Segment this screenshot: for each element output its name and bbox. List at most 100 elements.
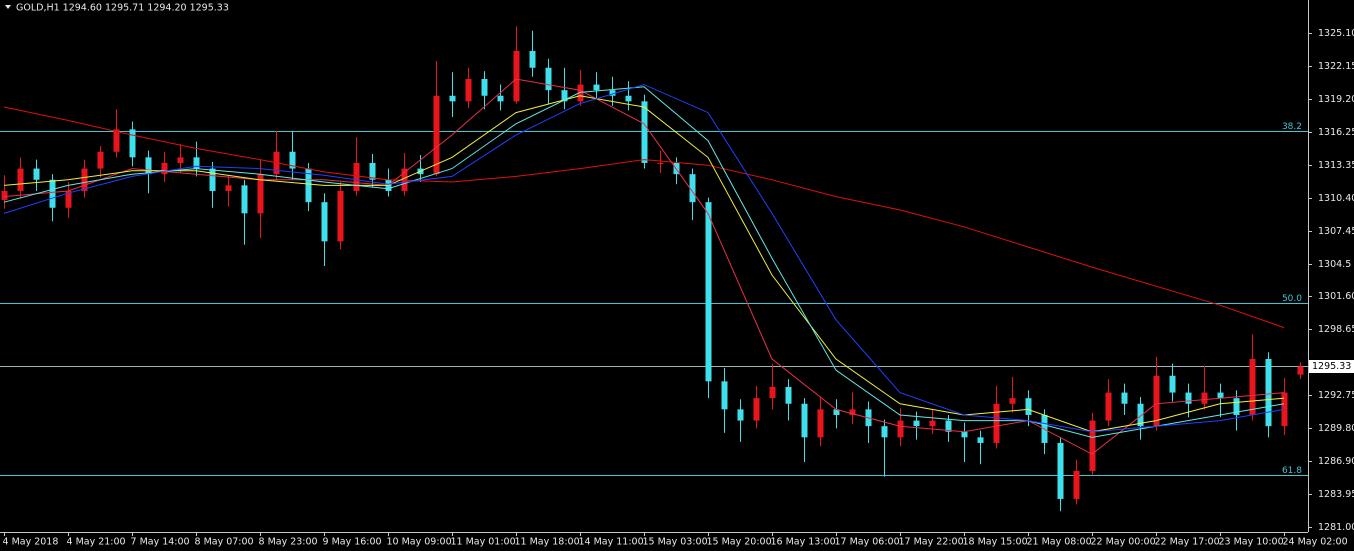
candle-body [97,151,104,169]
x-tick-label: 21 May 08:00 [1027,537,1092,548]
candle-body [289,151,296,169]
menu-triangle[interactable] [5,5,11,9]
candle-body [513,50,520,102]
candle-body [961,431,968,438]
x-tick-label: 10 May 09:00 [387,537,452,548]
candle-body [577,84,584,102]
candle-body [945,420,952,432]
x-tick-label: 14 May 11:00 [579,537,644,548]
candle-body [145,157,152,175]
candle-body [353,162,360,191]
x-tick-label: 8 May 07:00 [195,537,254,548]
candle-body [833,409,840,415]
candle-body [529,50,536,68]
candle-body [993,403,1000,443]
candle-body [881,426,888,438]
candle-body [1057,442,1064,499]
candle-body [449,95,456,102]
x-tick-label: 24 May 02:00 [1283,537,1348,548]
candle-body [609,90,616,96]
candle-body [897,420,904,438]
chart-title: GOLD,H1 1294.60 1295.71 1294.20 1295.33 [16,3,229,14]
y-tick-label: 1316.25 [1318,127,1354,138]
candle-body [641,101,648,163]
x-tick-label: 15 May 20:00 [707,537,772,548]
candle-body [49,179,56,208]
x-tick-label: 11 May 01:00 [451,537,516,548]
fib-level-label: 61.8 [1282,466,1302,476]
x-tick-label: 18 May 15:00 [963,537,1028,548]
candle-body [1105,392,1112,421]
candle-body [1281,392,1288,427]
y-tick-label: 1307.45 [1318,226,1354,237]
candle-body [337,190,344,242]
candle-body [33,168,40,180]
candle-body [401,168,408,191]
x-tick-label: 7 May 14:00 [131,537,190,548]
candle-body [705,202,712,382]
x-tick-label: 11 May 18:00 [515,537,580,548]
current-price-box [1309,360,1354,373]
candle-body [1233,398,1240,415]
candle-body [433,95,440,175]
x-tick-label: 23 May 10:00 [1219,537,1284,548]
fib-level-label: 50.0 [1282,294,1302,304]
candle-body [1249,358,1256,415]
y-tick-label: 1322.15 [1318,61,1354,72]
candle-body [737,409,744,421]
candle-body [657,162,664,164]
candle-body [1265,358,1272,427]
y-tick-label: 1325.10 [1318,28,1354,39]
candle-body [625,95,632,102]
y-tick-label: 1286.90 [1318,456,1354,467]
candle-body [1,190,8,200]
x-tick-label: 8 May 23:00 [259,537,318,548]
candle-body [753,398,760,421]
y-tick-label: 1289.80 [1318,423,1354,434]
moving-average [3,106,1285,329]
x-tick-label: 22 May 00:00 [1091,537,1156,548]
x-tick-label: 17 May 22:00 [899,537,964,548]
candle-body [129,129,136,158]
candle-body [561,90,568,102]
candle-body [545,67,552,91]
y-tick-label: 1283.95 [1318,489,1354,500]
y-tick-label: 1313.35 [1318,160,1354,171]
y-tick-label: 1319.20 [1318,94,1354,105]
x-tick-label: 15 May 03:00 [643,537,708,548]
candle-body [929,420,936,427]
moving-average [3,86,1285,438]
y-tick-label: 1310.40 [1318,193,1354,204]
candle-body [177,157,184,163]
candle-body [1025,398,1032,415]
candle-body [209,168,216,191]
candle-body [1009,398,1016,404]
candle-body [1185,392,1192,404]
candle-body [849,409,856,415]
candle-body [369,162,376,180]
x-tick-label: 22 May 17:00 [1155,537,1220,548]
candle-body [689,174,696,203]
moving-average [3,78,1285,455]
y-tick-label: 1301.60 [1318,291,1354,302]
candle-body [977,437,984,443]
candle-body [81,168,88,191]
candle-body [161,162,168,175]
x-tick-label: 16 May 13:00 [771,537,836,548]
candle-body [801,403,808,438]
candle-body [817,409,824,438]
candle-body [65,190,72,208]
candle-body [785,386,792,404]
candle-body [1153,375,1160,427]
candle-body [225,185,232,191]
y-tick-label: 1281.00 [1318,522,1354,533]
candle-body [1121,392,1128,404]
y-tick-label: 1292.75 [1318,390,1354,401]
candle-body [481,78,488,96]
current-price-label: 1295.33 [1312,361,1351,372]
candle-body [465,78,472,102]
candle-body [1169,375,1176,393]
